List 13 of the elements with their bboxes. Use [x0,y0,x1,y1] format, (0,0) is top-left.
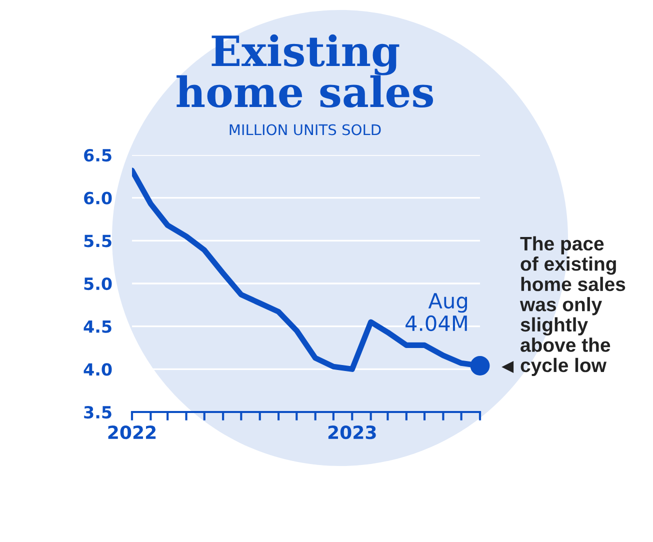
y-tick-label: 6.0 [84,192,112,204]
y-tick-label: 6.5 [84,148,112,162]
y-tick-label: 3.5 [84,406,112,419]
chart-subtitle: MILLION UNITS SOLD [230,124,381,136]
x-tick-label: 2022 [108,426,156,440]
chart-title: Existing home sales [176,34,434,108]
y-tick-label: 5.5 [84,234,112,248]
annotation: Aug 4.04M [406,293,467,332]
y-tick-label: 5.0 [84,277,112,290]
annotation: The pace of existing home sales was only slightly above the cycle low [520,236,626,376]
x-tick-label: 2023 [328,426,376,440]
y-tick-label: 4.0 [84,363,112,376]
y-tick-label: 4.5 [84,320,112,333]
